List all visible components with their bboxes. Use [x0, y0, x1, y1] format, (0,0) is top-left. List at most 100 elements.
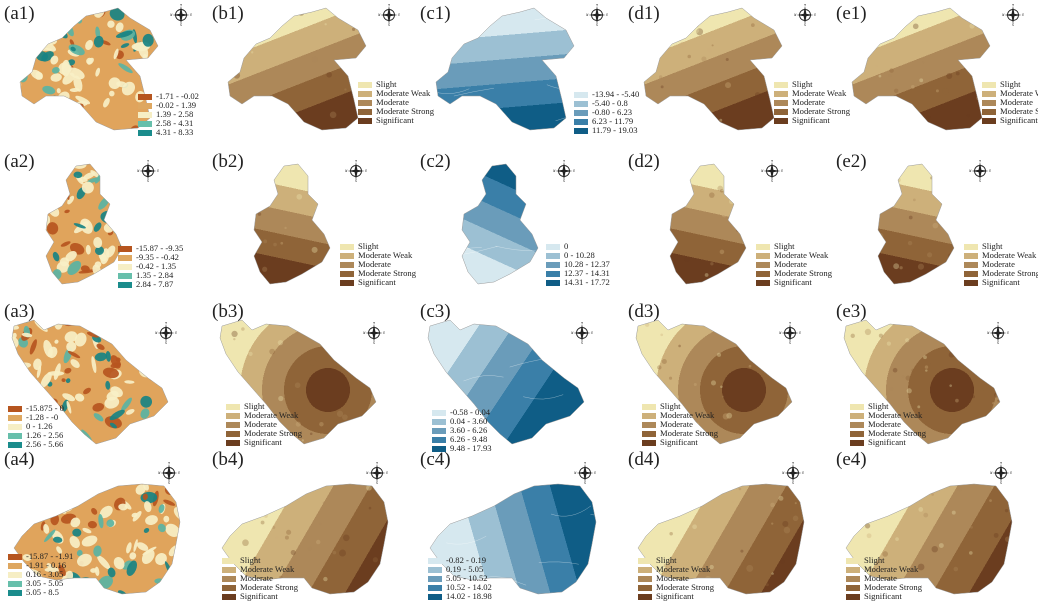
legend-label: Slight [660, 401, 681, 411]
map-legend: -0.82 - 0.19 0.19 - 5.05 5.05 - 10.52 10.52… [428, 556, 492, 601]
legend-label: Significant [982, 277, 1020, 287]
legend-swatch [340, 261, 354, 268]
map-panel-d1: (d1) N S W E Slight Moderate Weak Moderate Moder… [624, 0, 850, 148]
legend-swatch [118, 245, 132, 252]
map-outline [669, 163, 747, 285]
legend-swatch [850, 403, 864, 410]
legend-label: Significant [660, 437, 698, 447]
legend-item: 2.56 - 5.66 [8, 440, 64, 449]
compass-icon: N S W E [157, 461, 180, 485]
legend-swatch [432, 445, 446, 452]
legend-label: Significant [244, 437, 282, 447]
legend-item: Moderate Strong [222, 583, 298, 592]
legend-label: Moderate [358, 259, 391, 269]
legend-item: Moderate Strong [638, 583, 714, 592]
legend-label: -13.94 - -5.40 [592, 89, 640, 99]
map-outline [851, 7, 991, 131]
panel-label: (c2) [420, 151, 451, 172]
legend-label: Slight [240, 555, 261, 565]
map-panel-e4: (e4) N S W E Slight Moderate Weak Moderate Moder… [832, 446, 1038, 601]
legend-swatch [642, 421, 656, 428]
map-panel-d4: (d4) N S W E Slight Moderate Weak Moderate Moder… [624, 446, 831, 601]
legend-item: 1.39 - 2.58 [138, 110, 199, 119]
legend-label: Moderate [656, 573, 689, 583]
compass-icon: N S W E [365, 461, 388, 485]
legend-swatch [222, 557, 236, 564]
map-outline [45, 163, 123, 285]
legend-item: Moderate [850, 420, 926, 429]
legend-label: 0.04 - 3.60 [450, 416, 488, 426]
legend-item: 10.52 - 14.02 [428, 583, 492, 592]
legend-item: 14.31 - 17.72 [546, 278, 610, 287]
map-canvas [877, 163, 955, 285]
compass-letter: W [553, 169, 556, 173]
panel-label: (e4) [836, 449, 867, 470]
compass-letter: W [378, 13, 381, 17]
legend-item: Moderate Weak [642, 411, 718, 420]
compass-letter: S [147, 179, 149, 182]
map-legend: -15.87 - -9.35 -9.35 - -0.42 -0.42 - 1.35 1… [118, 244, 183, 289]
legend-item: Significant [638, 592, 714, 601]
map-outline [221, 483, 389, 595]
legend-label: Moderate Weak [864, 564, 919, 574]
compass-letter: E [1022, 13, 1024, 17]
compass-letter: N [789, 322, 792, 325]
map-canvas [221, 483, 389, 595]
legend-swatch [846, 584, 860, 591]
legend-swatch [546, 279, 560, 286]
compass-icon: N S W E [570, 321, 593, 345]
compass-letter: N [180, 4, 183, 7]
legend-label: Moderate [792, 97, 825, 107]
compass-letter: N [168, 462, 171, 465]
legend-swatch [358, 81, 372, 88]
legend-item: Moderate [756, 260, 832, 269]
legend-item: Significant [756, 278, 832, 287]
legend-swatch [638, 593, 652, 600]
compass-letter: E [383, 331, 385, 335]
map-outline [845, 483, 1013, 595]
legend-label: Significant [358, 277, 396, 287]
legend-item: Slight [982, 80, 1038, 89]
legend-swatch [574, 100, 588, 107]
map-panel-c1: (c1) N S W E -13.94 - -5.40 -5.40 - 0.8 -0.80 -… [416, 0, 639, 148]
compass-icon: N S W E [344, 159, 367, 183]
legend-item: 5.05 - 8.5 [8, 588, 73, 597]
legend-label: Significant [774, 277, 812, 287]
legend-swatch [638, 575, 652, 582]
compass-letter: E [190, 13, 192, 17]
compass-letter: E [594, 471, 596, 475]
legend-label: 0 - 10.28 [564, 250, 595, 260]
legend-item: -15.87 - -9.35 [118, 244, 183, 253]
compass-letter: N [147, 160, 150, 163]
legend-item: Slight [358, 80, 434, 89]
legend-swatch [756, 270, 770, 277]
legend-swatch [138, 120, 152, 127]
legend-label: 1.35 - 2.84 [136, 270, 174, 280]
compass-letter: E [386, 471, 388, 475]
compass-letter: S [997, 341, 999, 344]
panel-label: (e1) [836, 3, 867, 24]
compass-letter: W [571, 331, 574, 335]
map-canvas [669, 163, 747, 285]
compass-letter: E [814, 13, 816, 17]
compass-letter: N [771, 160, 774, 163]
panel-label: (d2) [628, 151, 660, 172]
legend-label: Moderate Weak [868, 410, 923, 420]
legend-label: Moderate [240, 573, 273, 583]
compass-letter: N [581, 322, 584, 325]
legend-item: Slight [756, 242, 832, 251]
legend-label: Slight [1000, 79, 1021, 89]
legend-label: 10.52 - 14.02 [446, 582, 492, 592]
legend-item: Slight [222, 556, 298, 565]
legend-label: Moderate Strong [774, 268, 832, 278]
legend-label: 0 [564, 241, 569, 251]
legend-label: 2.84 - 7.87 [136, 279, 174, 289]
legend-swatch [358, 108, 372, 115]
legend-item: 14.02 - 18.98 [428, 592, 492, 601]
legend-item: Moderate Weak [222, 565, 298, 574]
legend-label: Significant [240, 591, 278, 601]
legend-item: -0.80 - 6.23 [574, 108, 639, 117]
